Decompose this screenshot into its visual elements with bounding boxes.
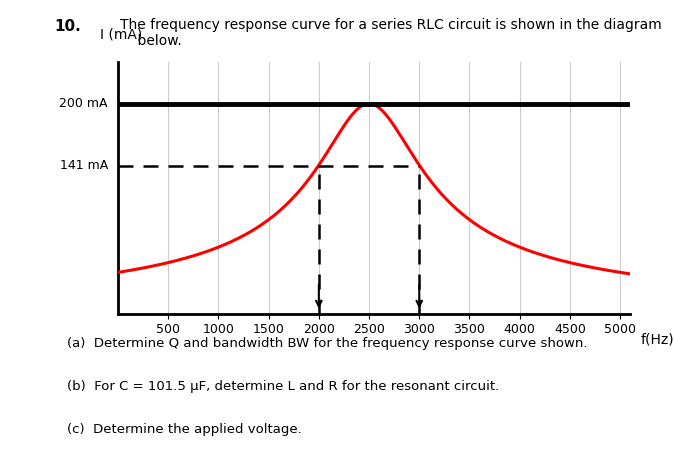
- Text: The frequency response curve for a series RLC circuit is shown in the diagram
  : The frequency response curve for a serie…: [120, 18, 662, 48]
- Text: I (mA): I (mA): [100, 28, 142, 42]
- Text: (a)  Determine Q and bandwidth BW for the frequency response curve shown.: (a) Determine Q and bandwidth BW for the…: [67, 337, 588, 350]
- Text: f(Hz): f(Hz): [640, 332, 674, 346]
- Text: 10.: 10.: [54, 19, 81, 34]
- Text: 200 mA: 200 mA: [59, 97, 108, 110]
- Text: (c)  Determine the applied voltage.: (c) Determine the applied voltage.: [67, 423, 302, 436]
- Text: 141 mA: 141 mA: [60, 159, 108, 172]
- Text: (b)  For C = 101.5 μF, determine L and R for the resonant circuit.: (b) For C = 101.5 μF, determine L and R …: [67, 380, 499, 393]
